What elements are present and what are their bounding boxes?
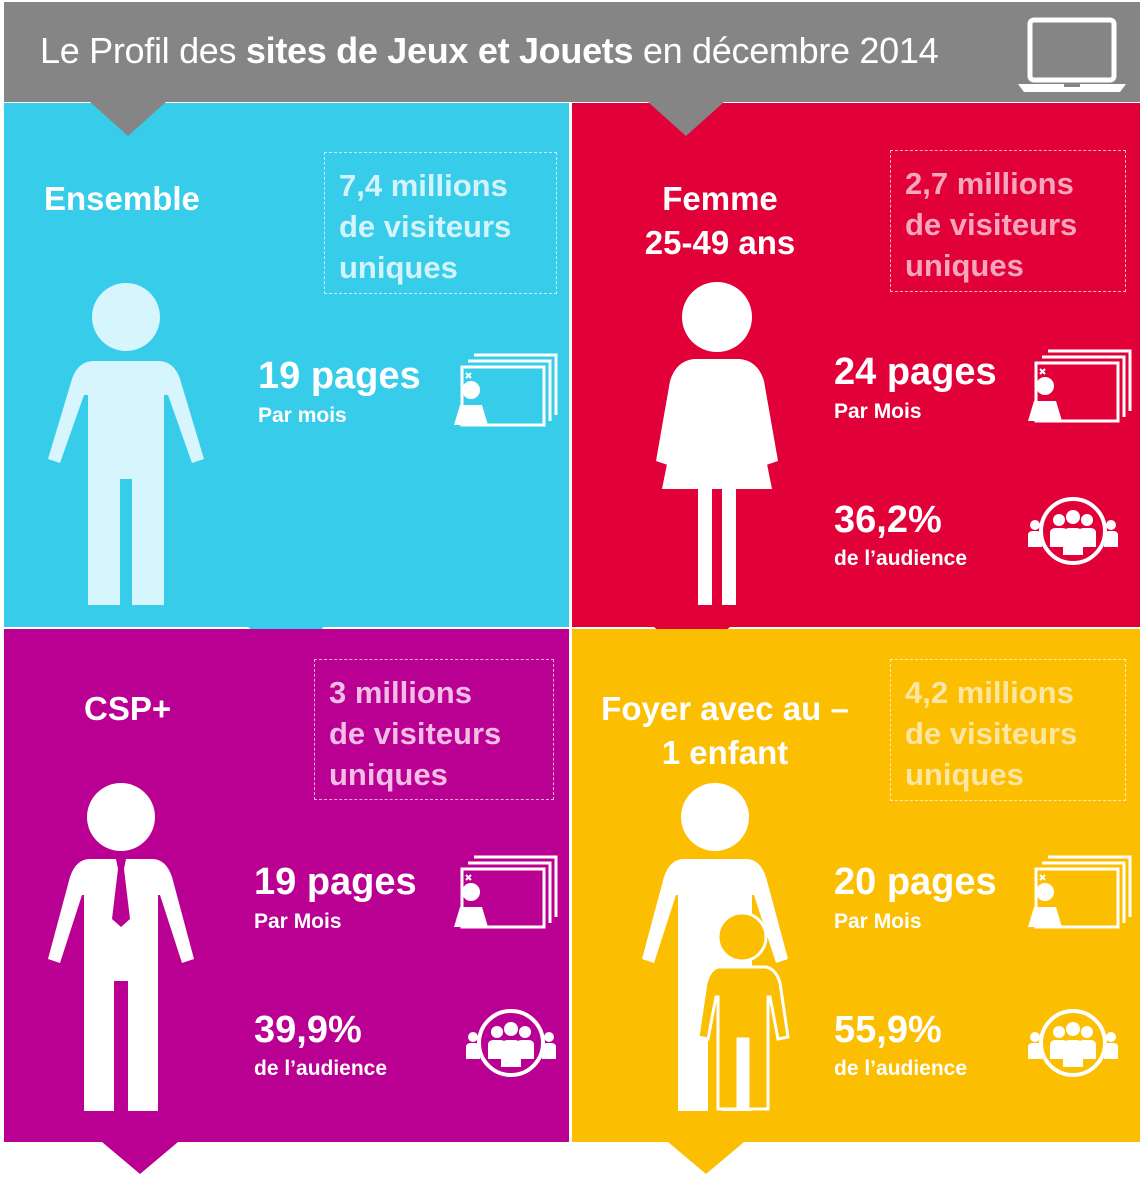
panel-csp: CSP+ 3 millions de visiteurs uniques 19 … (4, 629, 569, 1174)
header-pointer (90, 102, 166, 136)
label-line: 25-49 ans (644, 224, 796, 261)
panel-pointer (668, 1142, 744, 1174)
visitors-box: 7,4 millions de visiteurs uniques (324, 152, 557, 294)
visitors-text: uniques (905, 248, 1024, 283)
panel-label: Foyer avec au – 1 enfant (580, 687, 870, 775)
web-pages-icon (1028, 349, 1132, 423)
pages-unit: Par Mois (254, 910, 342, 933)
page-title: Le Profil des sites de Jeux et Jouets en… (40, 30, 939, 72)
panel-pointer (102, 1142, 178, 1174)
visitors-box: 3 millions de visiteurs uniques (314, 659, 554, 800)
laptop-icon (1018, 17, 1126, 92)
panel-ensemble: Ensemble 7,4 millions de visiteurs uniqu… (4, 103, 569, 659)
visitors-count: 7,4 millions (339, 168, 508, 203)
title-prefix: Le Profil des (40, 30, 246, 71)
person-icon (48, 783, 194, 1111)
audience-unit: de l’audience (834, 547, 968, 570)
visitors-box: 4,2 millions de visiteurs uniques (890, 659, 1126, 801)
audience-value: 55,9% (834, 1009, 942, 1051)
visitors-count: 4,2 millions (905, 675, 1074, 710)
audience-value: 36,2% (834, 499, 942, 541)
visitors-text: uniques (329, 757, 448, 792)
audience-group-icon (1028, 1009, 1118, 1077)
web-pages-icon (454, 353, 558, 427)
header-pointer (648, 102, 724, 136)
pages-value: 19 pages (258, 355, 421, 397)
pages-value: 24 pages (834, 351, 997, 393)
visitors-text: de visiteurs (329, 716, 502, 751)
panel-label: CSP+ (84, 690, 172, 727)
visitors-count: 3 millions (329, 675, 472, 710)
web-pages-icon (454, 855, 558, 929)
visitors-text: de visiteurs (339, 209, 512, 244)
audience-unit: de l’audience (254, 1057, 388, 1080)
visitors-box: 2,7 millions de visiteurs uniques (890, 150, 1126, 292)
visitors-text: de visiteurs (905, 207, 1078, 242)
visitors-count: 2,7 millions (905, 166, 1074, 201)
pages-value: 19 pages (254, 861, 417, 903)
label-line: Foyer avec au – (601, 690, 849, 727)
audience-group-icon (1028, 497, 1118, 565)
web-pages-icon (1028, 855, 1132, 929)
audience-group-icon (466, 1009, 556, 1077)
audience-value: 39,9% (254, 1009, 362, 1051)
label-line: Femme (662, 180, 778, 217)
audience-unit: de l’audience (834, 1057, 968, 1080)
title-suffix: en décembre 2014 (633, 30, 939, 71)
pages-unit: Par mois (258, 404, 347, 427)
panel-label: Ensemble (44, 180, 200, 217)
pages-unit: Par Mois (834, 910, 922, 933)
person-icon (656, 282, 778, 605)
label-line: 1 enfant (661, 734, 789, 771)
header-bar: Le Profil des sites de Jeux et Jouets en… (4, 2, 1140, 102)
panel-femme: Femme 25-49 ans 2,7 millions de visiteur… (572, 103, 1140, 627)
pages-unit: Par Mois (834, 400, 922, 423)
person-icon (48, 283, 204, 605)
panel-label: Femme 25-49 ans (620, 177, 820, 265)
visitors-text: uniques (339, 250, 458, 285)
title-bold: sites de Jeux et Jouets (245, 30, 634, 71)
panel-foyer: Foyer avec au – 1 enfant 4,2 millions de… (572, 629, 1140, 1174)
visitors-text: de visiteurs (905, 716, 1078, 751)
person-icon (642, 783, 790, 1111)
visitors-text: uniques (905, 757, 1024, 792)
pages-value: 20 pages (834, 861, 997, 903)
